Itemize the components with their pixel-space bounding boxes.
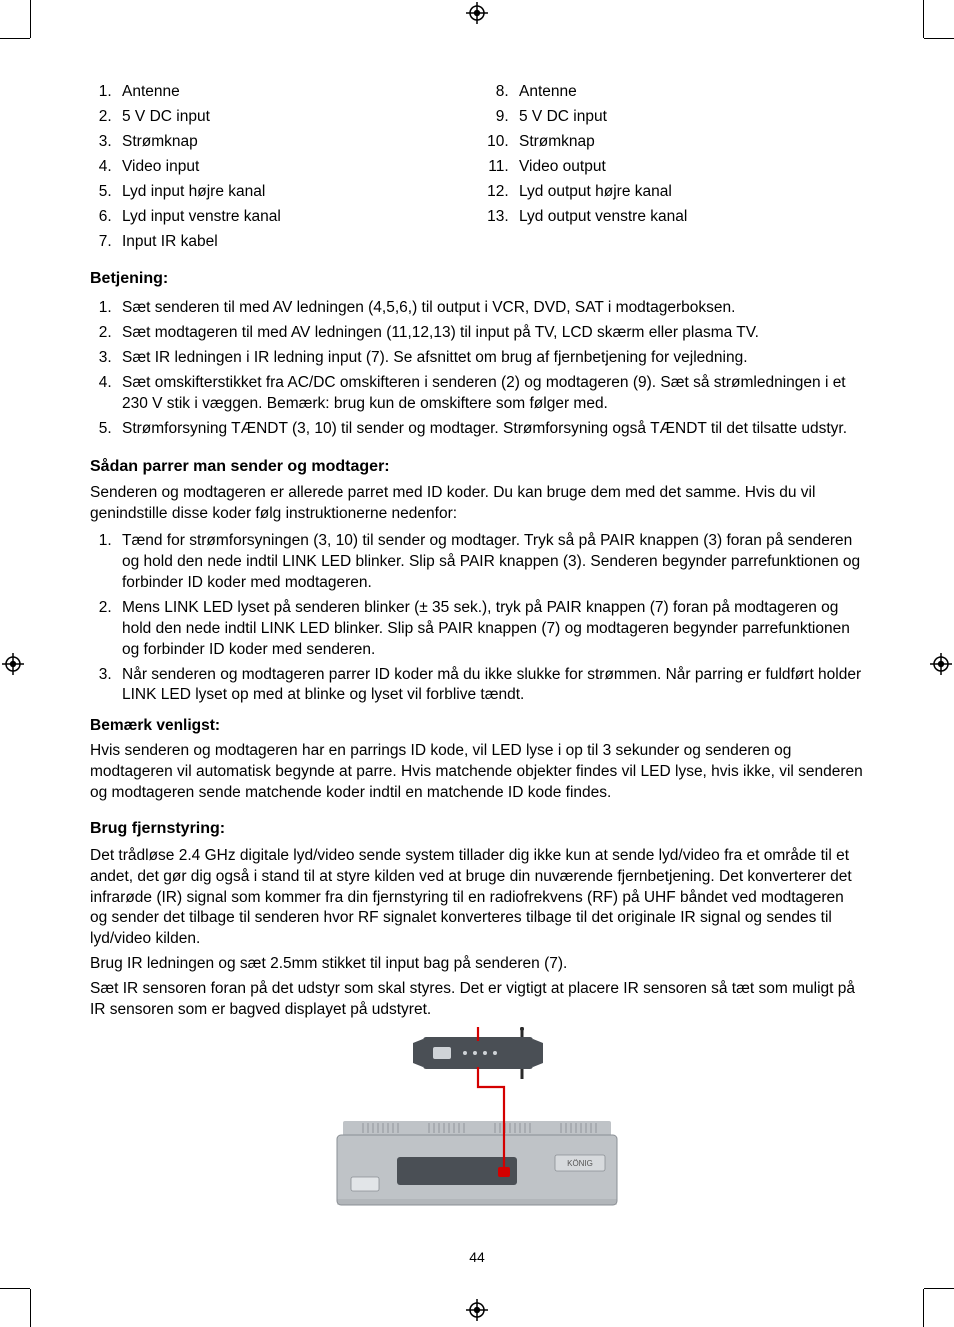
bemaerk-text: Hvis senderen og modtageren har en parri…	[90, 741, 864, 804]
step-item: Tænd for strømforsyningen (3, 10) til se…	[116, 529, 864, 596]
document-page: Antenne5 V DC inputStrømknapVideo inputL…	[0, 0, 954, 1327]
parts-item: Lyd input venstre kanal	[116, 205, 467, 230]
parts-item: 5 V DC input	[116, 105, 467, 130]
parts-item: Lyd output venstre kanal	[513, 205, 864, 230]
ir-sensor-diagram: KÖNIG	[327, 1027, 627, 1217]
step-item: Sæt modtageren til med AV ledningen (11,…	[116, 321, 864, 346]
crop-mark	[0, 38, 30, 39]
heading-fjernstyring: Brug fjernstyring:	[90, 818, 864, 840]
parring-steps: Tænd for strømforsyningen (3, 10) til se…	[90, 529, 864, 708]
body-paragraph: Sæt IR sensoren foran på det udstyr som …	[90, 979, 864, 1021]
crop-mark	[30, 1289, 31, 1327]
parts-item: Strømknap	[116, 130, 467, 155]
body-paragraph: Brug IR ledningen og sæt 2.5mm stikket t…	[90, 954, 864, 975]
parts-item: Video input	[116, 155, 467, 180]
step-item: Sæt omskifterstikket fra AC/DC omskifter…	[116, 371, 864, 417]
crop-mark	[924, 38, 954, 39]
step-item: Strømforsyning TÆNDT (3, 10) til sender …	[116, 417, 864, 442]
step-item: Mens LINK LED lyset på senderen blinker …	[116, 596, 864, 663]
parts-item: Antenne	[116, 80, 467, 105]
parts-item: Lyd input højre kanal	[116, 180, 467, 205]
crop-mark	[923, 0, 924, 38]
crop-mark	[924, 1288, 954, 1289]
registration-mark-icon	[466, 2, 488, 24]
heading-betjening: Betjening:	[90, 268, 864, 290]
page-number: 44	[0, 1248, 954, 1267]
parts-item: Antenne	[513, 80, 864, 105]
body-paragraph: Det trådløse 2.4 GHz digitale lyd/video …	[90, 846, 864, 951]
parts-item: Lyd output højre kanal	[513, 180, 864, 205]
parts-item: Strømknap	[513, 130, 864, 155]
heading-bemaerk: Bemærk venligst:	[90, 716, 864, 737]
step-item: Sæt senderen til med AV ledningen (4,5,6…	[116, 296, 864, 321]
crop-mark	[30, 0, 31, 38]
parts-item: Video output	[513, 155, 864, 180]
registration-mark-icon	[466, 1299, 488, 1321]
parts-item: Input IR kabel	[116, 230, 467, 255]
step-item: Når senderen og modtageren parrer ID kod…	[116, 663, 864, 709]
betjening-steps: Sæt senderen til med AV ledningen (4,5,6…	[90, 296, 864, 442]
parts-list-left: Antenne5 V DC inputStrømknapVideo inputL…	[90, 80, 467, 254]
parts-list-columns: Antenne5 V DC inputStrømknapVideo inputL…	[90, 80, 864, 254]
crop-mark	[0, 1288, 30, 1289]
registration-mark-icon	[930, 653, 952, 675]
parts-item: 5 V DC input	[513, 105, 864, 130]
step-item: Sæt IR ledningen i IR ledning input (7).…	[116, 346, 864, 371]
fjernstyring-paragraphs: Det trådløse 2.4 GHz digitale lyd/video …	[90, 846, 864, 1021]
svg-text:KÖNIG: KÖNIG	[567, 1159, 593, 1168]
heading-parring: Sådan parrer man sender og modtager:	[90, 456, 864, 478]
parts-list-right: Antenne5 V DC inputStrømknapVideo output…	[487, 80, 864, 254]
crop-mark	[923, 1289, 924, 1327]
parring-intro: Senderen og modtageren er allerede parre…	[90, 483, 864, 525]
registration-mark-icon	[2, 653, 24, 675]
